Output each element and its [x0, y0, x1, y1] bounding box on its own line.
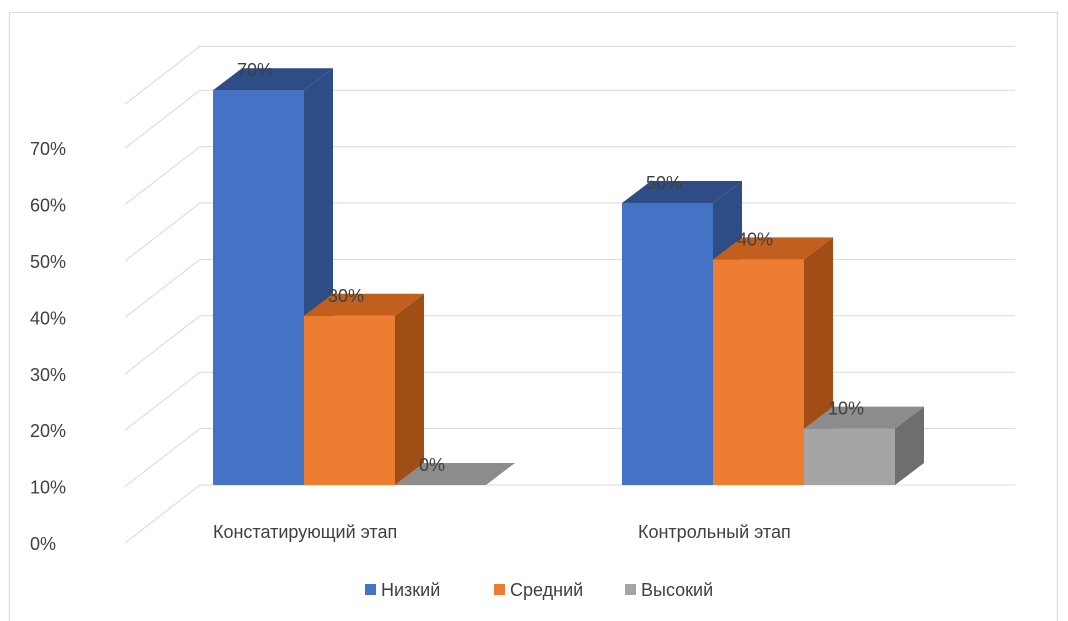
gridline-diagonal — [124, 484, 201, 544]
data-label: 50% — [646, 173, 682, 193]
y-tick-label: 20% — [30, 421, 66, 441]
gridline-diagonal — [124, 371, 201, 431]
legend-swatch — [625, 584, 636, 595]
legend-swatch — [365, 584, 376, 595]
bar-top — [395, 463, 515, 485]
bar-top — [213, 68, 333, 91]
bar-top — [622, 181, 742, 203]
data-label: 30% — [328, 286, 364, 306]
legend-swatch — [494, 584, 505, 595]
bar-front — [622, 203, 713, 485]
data-label: 10% — [828, 399, 864, 419]
chart-frame — [9, 12, 1058, 621]
y-tick-label: 60% — [30, 196, 66, 216]
gridline-diagonal — [124, 428, 201, 487]
bar-side — [895, 406, 924, 485]
data-label: 0% — [419, 455, 445, 475]
x-category-label: Контрольный этап — [638, 522, 791, 542]
bar-front — [213, 90, 304, 485]
gridline-diagonal — [124, 202, 201, 262]
y-tick-label: 40% — [30, 308, 66, 328]
gridline-diagonal — [124, 259, 201, 318]
bar-top — [804, 406, 924, 429]
y-tick-label: 10% — [30, 478, 66, 498]
bar-top — [304, 293, 424, 316]
bar-side — [395, 293, 424, 485]
y-tick-label: 0% — [30, 534, 56, 554]
data-label: 40% — [737, 229, 773, 249]
legend-label: Средний — [510, 580, 583, 600]
gridline-diagonal — [124, 45, 201, 105]
y-tick-label: 30% — [30, 365, 66, 385]
y-tick-label: 50% — [30, 252, 66, 272]
y-tick-label: 70% — [30, 139, 66, 159]
legend-label: Низкий — [381, 580, 440, 600]
bar-front — [304, 315, 395, 485]
x-category-label: Констатирующий этап — [213, 522, 397, 542]
gridline-diagonal — [124, 146, 201, 205]
bar-front — [713, 259, 804, 485]
bar-front — [804, 428, 895, 485]
data-label: 70% — [237, 60, 273, 80]
legend-label: Высокий — [641, 580, 713, 600]
gridline-diagonal — [124, 89, 201, 149]
bar-top — [713, 237, 833, 260]
gridline-diagonal — [124, 315, 201, 375]
